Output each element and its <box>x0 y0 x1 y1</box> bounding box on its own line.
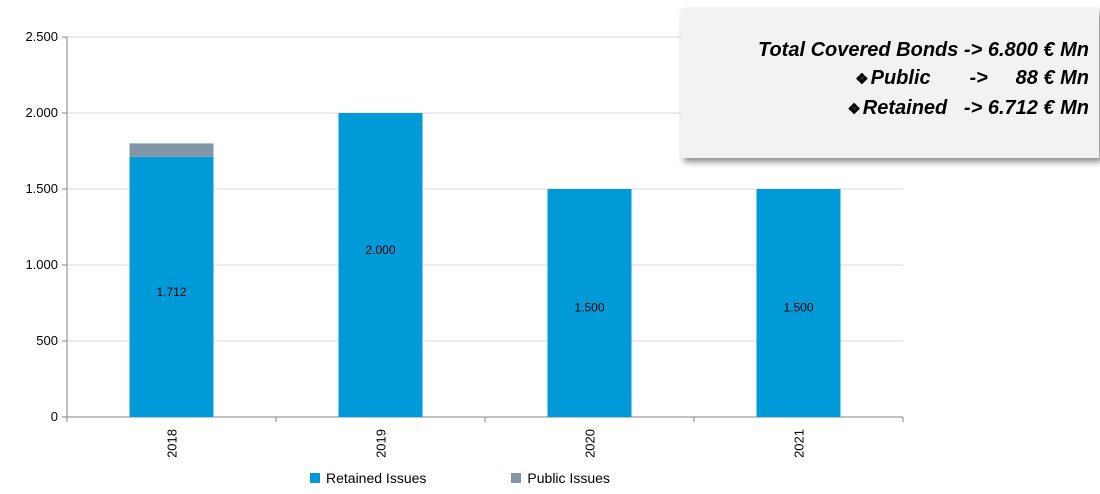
data-label-2021: 1.500 <box>783 301 813 315</box>
legend-swatch-retained <box>310 473 320 483</box>
legend: Retained Issues Public Issues <box>310 470 610 486</box>
data-label-2019: 2.000 <box>365 243 395 257</box>
bar-retained-2021 <box>756 189 841 417</box>
y-tick-label: 2.500 <box>25 29 58 44</box>
summary-retained-line: ❖ Retained -> 6.712 € Mn <box>681 94 1089 124</box>
summary-total-line: Total Covered Bonds -> 6.800 € Mn <box>757 39 1089 61</box>
y-tick-label: 500 <box>36 333 58 348</box>
data-label-2020: 1.500 <box>574 301 604 315</box>
summary-public-text: Public -> 88 € Mn <box>870 67 1089 89</box>
x-tick-label-2020: 2020 <box>583 429 598 458</box>
data-labels: 1.712 2.000 1.500 1.500 <box>156 243 813 315</box>
summary-callout: Total Covered Bonds -> 6.800 € Mn ❖ Publi… <box>681 8 1099 158</box>
y-tick-label: 0 <box>51 409 58 424</box>
y-tick-label: 1.500 <box>25 181 58 196</box>
bars <box>129 113 841 417</box>
x-tick-label-2019: 2019 <box>374 429 389 458</box>
legend-label-public: Public Issues <box>527 470 610 486</box>
legend-swatch-public <box>511 473 522 483</box>
bar-public-2018 <box>129 143 214 157</box>
bar-retained-2018 <box>129 156 214 417</box>
diamond-bullet-icon: ❖ <box>847 101 861 118</box>
diamond-bullet-icon: ❖ <box>855 71 869 88</box>
data-label-2018: 1.712 <box>156 285 186 299</box>
legend-label-retained: Retained Issues <box>326 470 427 486</box>
y-tick-label: 1.000 <box>25 257 58 272</box>
summary-retained-text: Retained -> 6.712 € Mn <box>862 97 1089 119</box>
legend-item-retained: Retained Issues <box>310 470 426 486</box>
x-tick-label-2018: 2018 <box>165 429 180 458</box>
y-tick-label: 2.000 <box>25 105 58 120</box>
bar-retained-2019 <box>338 113 423 417</box>
bar-retained-2020 <box>547 189 632 417</box>
summary-public-line: ❖ Public -> 88 € Mn <box>681 64 1089 94</box>
legend-item-public: Public Issues <box>511 470 610 486</box>
x-tick-label-2021: 2021 <box>792 429 807 458</box>
